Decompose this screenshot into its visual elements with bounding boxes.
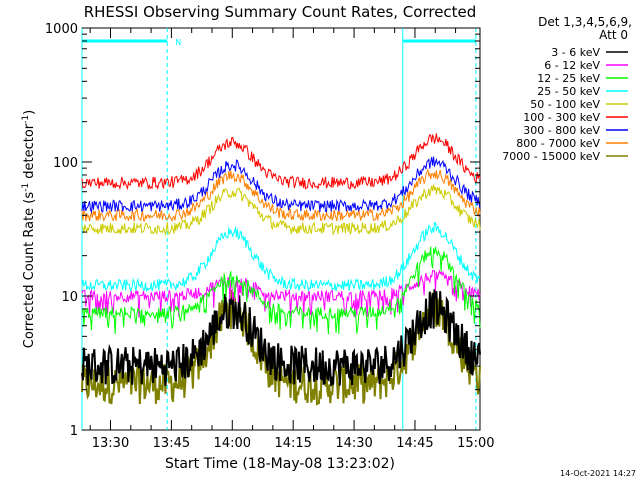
legend-label: 25 - 50 keV: [537, 85, 600, 98]
legend-label: 300 - 800 keV: [523, 124, 600, 137]
y-ticks: 1 10 100 1000: [45, 22, 480, 439]
plot-area: N 1 10 100 1000 13:30 13:45 14:00 14:15 14:30 14…: [45, 22, 495, 451]
series-line-1: [81, 269, 481, 319]
legend-label: 7000 - 15000 keV: [502, 150, 600, 163]
y-tick-label: 10: [61, 290, 78, 305]
chart-title: RHESSI Observing Summary Count Rates, Co…: [84, 3, 477, 21]
legend-label: 50 - 100 keV: [530, 98, 600, 111]
legend-label: 100 - 300 keV: [523, 111, 600, 124]
x-ticks: 13:30 13:45 14:00 14:15 14:30 14:45 15:00: [89, 28, 495, 451]
legend-label: 12 - 25 keV: [537, 72, 600, 85]
y-tick-label: 1000: [45, 22, 78, 37]
legend-header-attenuator: Att 0: [599, 28, 628, 42]
night-label: N: [175, 38, 181, 47]
series-line-8: [81, 289, 481, 406]
y-axis-label-mid: detector: [22, 123, 37, 183]
x-tick-label: 14:15: [274, 436, 311, 451]
legend-label: 800 - 7000 keV: [516, 137, 600, 150]
series-line-7: [81, 168, 481, 223]
x-tick-label: 13:30: [92, 436, 129, 451]
y-axis-label-main: Corrected Count Rate (s: [22, 192, 37, 349]
series-line-3: [81, 221, 481, 293]
y-axis-label: Corrected Count Rate (s-1 detector-1): [21, 110, 37, 348]
series-line-5: [81, 133, 481, 191]
series-line-6: [81, 156, 481, 214]
series-line-0: [81, 289, 481, 387]
night-markers: N: [81, 28, 477, 430]
y-tick-label: 1: [70, 424, 78, 439]
x-tick-label: 14:45: [396, 436, 433, 451]
x-tick-label: 14:00: [214, 436, 251, 451]
y-axis-label-sup1: -1: [21, 183, 31, 192]
y-axis-label-sup2: -1: [21, 115, 31, 124]
y-tick-label: 100: [53, 156, 78, 171]
legend-label: 6 - 12 keV: [544, 59, 600, 72]
y-axis-label-end: ): [22, 110, 37, 115]
x-axis-label: Start Time (18-May-08 13:23:02): [165, 456, 395, 472]
legend-label: 3 - 6 keV: [551, 46, 600, 59]
series-line-2: [81, 246, 481, 335]
generation-timestamp: 14-Oct-2021 14:27: [560, 469, 636, 478]
x-tick-label: 13:45: [153, 436, 190, 451]
series-layer: [81, 133, 481, 406]
legend-header-detectors: Det 1,3,4,5,6,9,: [538, 15, 632, 29]
x-tick-label: 14:30: [335, 436, 372, 451]
series-line-4: [81, 184, 481, 236]
x-tick-label: 15:00: [457, 436, 494, 451]
